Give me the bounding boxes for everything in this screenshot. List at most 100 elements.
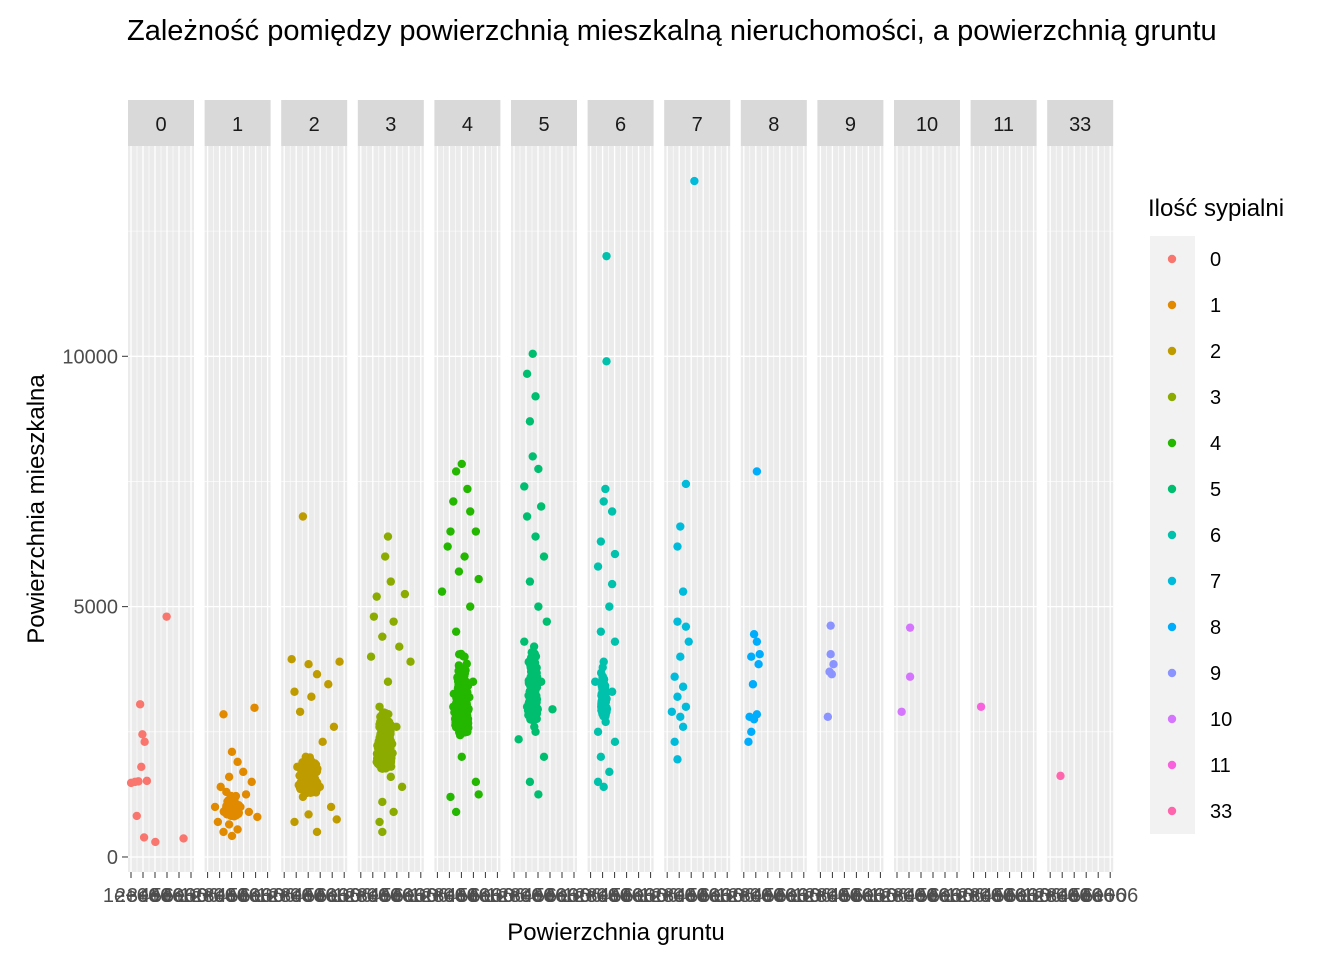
- legend-marker: [1167, 760, 1177, 770]
- x-tick-label: 1e+06: [716, 885, 772, 907]
- facet-strip: [970, 100, 1037, 146]
- x-tick-label: 3e+06: [357, 885, 413, 907]
- legend-marker: [1167, 622, 1177, 632]
- legend-marker: [1167, 254, 1177, 264]
- data-point: [213, 817, 223, 827]
- legend-marker: [1167, 438, 1177, 448]
- legend-label: 9: [1210, 663, 1221, 685]
- data-point: [451, 467, 461, 476]
- x-tick-label: 5e+06: [687, 885, 743, 907]
- data-point: [298, 512, 308, 521]
- x-tick-label: 3e+06: [204, 885, 260, 907]
- data-point: [312, 670, 322, 679]
- data-point: [247, 777, 256, 787]
- data-point: [602, 707, 611, 716]
- legend-label: 7: [1210, 571, 1221, 593]
- data-point: [332, 815, 341, 824]
- x-tick-label: 6e+06: [852, 885, 908, 907]
- x-tick-label: 4e+06: [216, 885, 272, 907]
- x-tick-label: 6e+06: [546, 885, 602, 907]
- facet-strip-label: 9: [845, 114, 856, 136]
- data-point: [752, 637, 762, 646]
- data-point: [386, 772, 395, 782]
- data-point: [310, 759, 320, 768]
- data-point: [602, 357, 611, 366]
- data-point: [678, 722, 688, 731]
- data-point: [162, 612, 171, 621]
- x-tick-label: 1e+06: [180, 885, 236, 907]
- facet-strip-label: 2: [309, 114, 320, 136]
- data-point: [446, 792, 455, 802]
- data-point: [287, 655, 296, 664]
- x-tick-label: 5e+06: [151, 885, 207, 907]
- data-point: [1056, 771, 1065, 781]
- data-point: [375, 817, 384, 827]
- legend-title: Ilość sypialni: [1148, 195, 1284, 222]
- data-point: [315, 782, 325, 792]
- x-tick-label: 5e+06: [457, 885, 513, 907]
- data-point: [134, 777, 143, 786]
- data-point: [372, 592, 381, 601]
- data-point: [823, 712, 833, 721]
- data-point: [453, 714, 463, 723]
- data-point: [596, 752, 606, 762]
- data-point: [522, 702, 532, 711]
- x-tick-label: 6e+06: [623, 885, 679, 907]
- data-point: [678, 587, 688, 596]
- data-point: [224, 772, 234, 782]
- legend-marker: [1167, 668, 1177, 678]
- data-point: [244, 807, 254, 817]
- x-tick-label: 2e+06: [958, 885, 1014, 907]
- legend-marker: [1167, 714, 1177, 724]
- x-tick-label: 6e+06: [776, 885, 832, 907]
- x-tick-label: 3e+06: [587, 885, 643, 907]
- data-point: [458, 673, 468, 683]
- data-point: [312, 827, 322, 837]
- legend-marker: [1167, 392, 1177, 402]
- x-tick-label: 5e+06: [534, 885, 590, 907]
- data-point: [236, 802, 245, 812]
- data-point: [293, 762, 302, 772]
- data-point: [529, 670, 538, 679]
- data-point: [525, 777, 535, 787]
- data-point: [437, 587, 447, 596]
- data-point: [667, 707, 677, 716]
- y-tick-label: 5000: [74, 597, 119, 619]
- data-point: [389, 807, 398, 817]
- data-point: [140, 737, 149, 747]
- legend-label: 5: [1210, 479, 1221, 501]
- x-tick-label: 1e+06: [563, 885, 619, 907]
- data-point: [754, 660, 763, 669]
- data-point: [905, 672, 915, 681]
- legend-marker: [1167, 530, 1177, 540]
- data-point: [378, 827, 387, 837]
- x-tick-label: 2e+06: [575, 885, 631, 907]
- data-point: [610, 737, 620, 747]
- data-point: [591, 677, 600, 686]
- data-point: [224, 820, 234, 829]
- data-point: [827, 670, 836, 679]
- x-tick-label: 6e+06: [163, 885, 219, 907]
- data-point: [530, 689, 539, 699]
- legend-label: 1: [1210, 295, 1221, 317]
- data-point: [602, 251, 611, 261]
- data-point: [747, 727, 756, 737]
- chart-title: Zależność pomiędzy powierzchnią mieszkal…: [127, 15, 1217, 47]
- data-point: [449, 497, 458, 506]
- facet-strip-label: 3: [385, 114, 396, 136]
- data-point: [673, 755, 682, 764]
- data-point: [681, 479, 691, 489]
- data-point: [298, 792, 308, 802]
- data-point: [305, 766, 314, 775]
- x-tick-label: 2e+06: [728, 885, 784, 907]
- data-point: [132, 811, 141, 821]
- data-point: [529, 642, 539, 651]
- data-point: [307, 692, 316, 701]
- data-point: [466, 602, 475, 611]
- x-tick-label: 5e+06: [840, 885, 896, 907]
- data-point: [304, 660, 313, 669]
